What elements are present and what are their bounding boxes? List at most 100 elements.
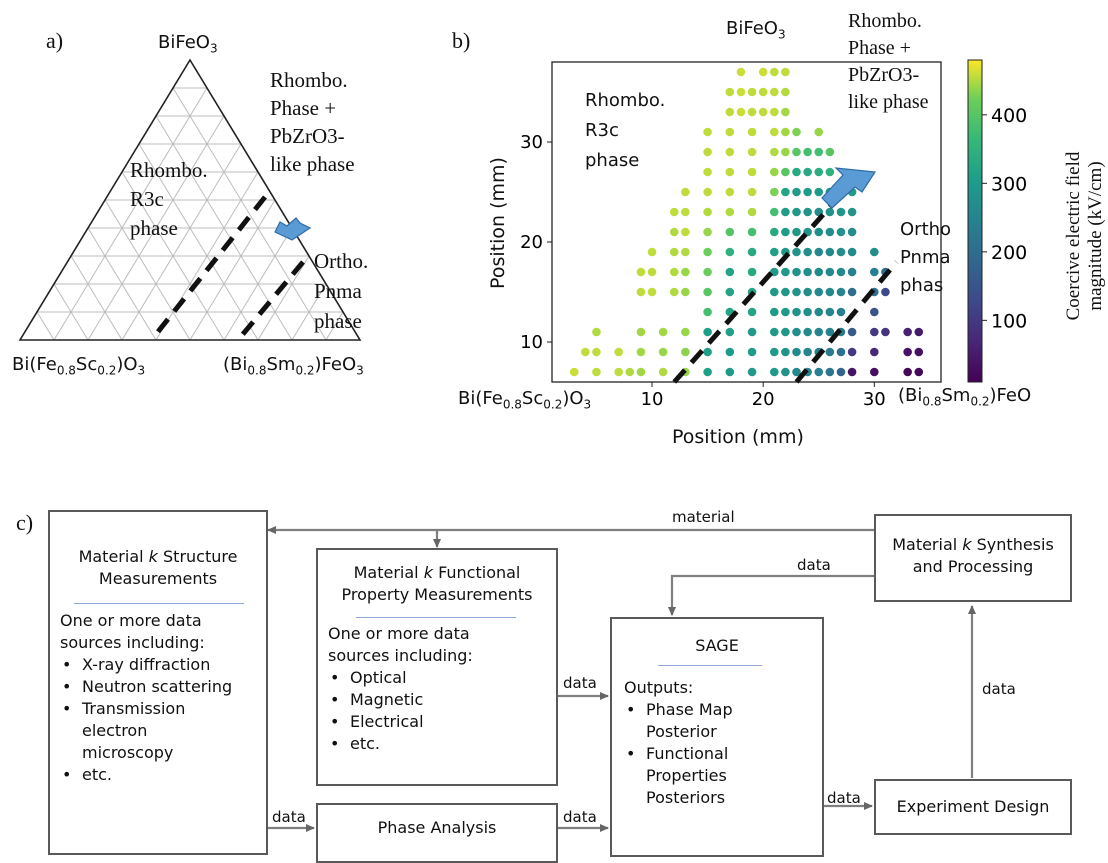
scatter-point [769,307,779,317]
x-tick-label: 20 [752,389,775,410]
scatter-point [847,207,857,217]
panel-a-label: a) [46,28,64,53]
scatter-point [725,147,735,157]
scatter-point [669,227,679,237]
scatter-point [792,147,801,157]
ternary-outline [18,58,362,341]
x-tick-label: 30 [863,389,886,410]
scatter-point [647,247,657,257]
scatter-point [825,327,835,337]
scatter-point [747,87,757,97]
functional-box-title: Material k Functional Property Measureme… [341,563,533,604]
scatter-point [592,327,601,337]
scatter-point [836,207,846,217]
scatter-point [814,267,824,277]
scatter-point [870,367,879,377]
scatter-point [881,287,890,297]
ternary-rhombo-pz-label: Rhombo. Phase + PbZrO3- like phase [270,68,355,176]
scatter-point [769,327,779,337]
scatter-point [703,147,712,157]
edge-label-data: data [797,556,831,574]
scatter-point [703,247,712,257]
scatter-point [703,227,712,237]
scatter-point [736,67,746,77]
scatter-point [781,107,790,117]
phase-box-title: Phase Analysis [377,818,497,837]
scatter-point [769,247,779,257]
scatter-point [747,267,757,277]
ternary-diagram [18,58,362,342]
scatter-point [647,267,657,277]
scatter-point [769,147,779,157]
structure-box-body: One or more data sources including: X-ra… [60,610,266,786]
list-item: Transmission electron microscopy [60,698,202,764]
list-item: Electrical [328,711,554,733]
scatter-point [758,107,768,117]
scatter-point [703,207,712,217]
scatter-point [703,127,712,137]
list-item: etc. [328,733,554,755]
scatter-point [903,327,912,337]
scatter-top-label: BiFeO3 [726,18,786,42]
x-axis-label: Position (mm) [672,426,804,448]
ternary-ortho-label: Ortho. Pnma phase [314,249,369,333]
scatter-point [769,87,779,97]
scatter-point [825,147,835,157]
ternary-rhombo-r3c-label: Rhombo. R3c phase [130,158,208,240]
scatter-point [903,367,912,377]
scatter-point [747,247,757,257]
scatter-point [803,167,812,177]
scatter-point [747,327,757,337]
scatter-point [669,287,679,297]
scatter-point [836,367,846,377]
scatter-point [769,127,779,137]
scatter-left-corner-label: Bi(Fe0.8Sc0.2)O3 [458,388,592,412]
ternary-grid-line [121,143,242,341]
scatter-point [736,107,746,117]
scatter-point [747,207,757,217]
scatter-point [781,287,790,297]
scatter-point [747,347,757,357]
scatter-point [703,267,712,277]
scatter-point [792,247,801,257]
edge-synth-to-sage [668,574,874,616]
ternary-left-vertex: Bi(Fe0.8Sc0.2)O3 [12,354,146,378]
list-item: Optical [328,667,554,689]
scatter-point [647,287,657,297]
title-underline [658,665,762,666]
scatter-point [736,87,746,97]
phase-analysis-box: Phase Analysis [316,803,558,863]
scatter-point [725,347,735,357]
scatter-point [792,327,801,337]
scatter-point [814,187,824,197]
scatter-rhombo-r3c-label: Rhombo. R3c phase [585,90,666,171]
scatter-point [781,127,790,137]
scatter-point [769,167,779,177]
scatter-point [803,247,812,257]
scatter-point [669,207,679,217]
scatter-point [803,307,812,317]
scatter-point [914,367,924,377]
scatter-point [814,227,824,237]
colorbar-tick-label: 300 [991,173,1027,195]
scatter-point [803,207,812,217]
scatter-point [803,267,812,277]
synthesis-processing-box: Material k Synthesis and Processing [874,514,1072,602]
scatter-point [681,267,690,277]
ternary-grid-line [257,255,310,341]
scatter-point [681,287,690,297]
scatter-point [836,287,846,297]
scatter-point [781,67,790,77]
scatter-point [725,207,735,217]
scatter-point [781,327,790,337]
scatter-point [769,287,779,297]
scatter-point [725,107,735,117]
scatter-point [703,347,712,357]
scatter-point [614,367,623,377]
scatter-point [636,267,646,277]
list-item: Functional Properties Posteriors [624,743,756,809]
scatter-point [725,247,735,257]
scatter-point [870,327,879,337]
scatter-point [836,267,846,277]
colorbar-tick-label: 200 [991,242,1027,264]
